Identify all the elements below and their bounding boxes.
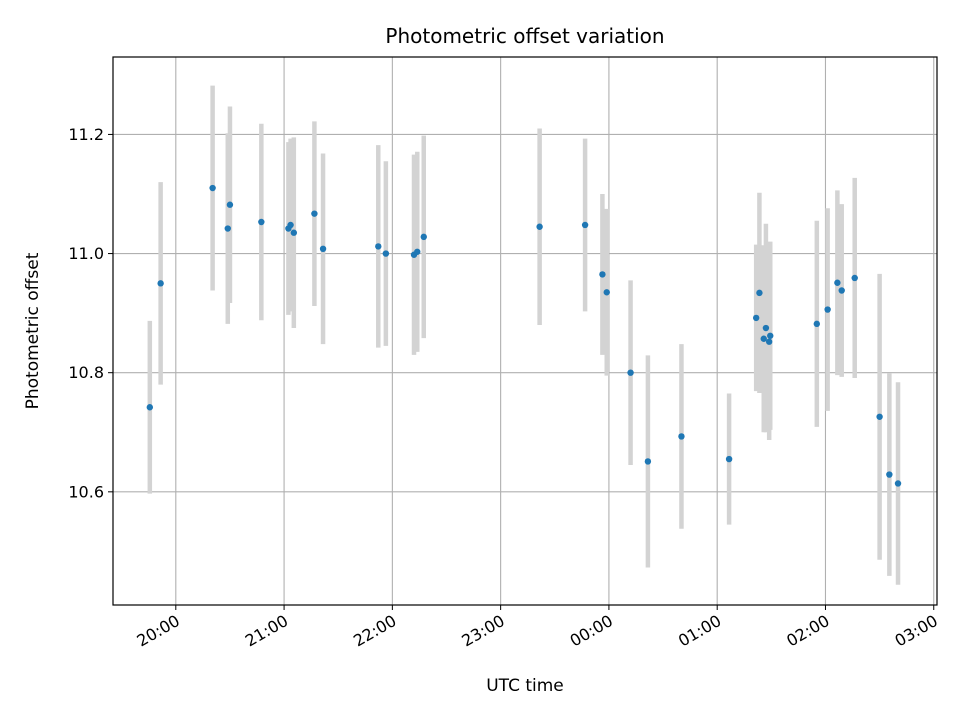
data-point (876, 413, 883, 420)
y-tick-label: 11.2 (68, 125, 104, 144)
data-point (824, 306, 831, 313)
data-point (886, 471, 893, 478)
data-point (678, 433, 685, 440)
data-point (644, 458, 652, 465)
chart-title: Photometric offset variation (385, 24, 664, 48)
data-point (157, 280, 164, 287)
data-point (311, 210, 318, 217)
data-point (813, 320, 821, 328)
x-axis-label: UTC time (486, 676, 564, 696)
data-point (627, 369, 634, 376)
data-point (760, 335, 767, 342)
data-point (382, 250, 390, 257)
plot-frame (112, 56, 938, 606)
data-point (765, 338, 773, 345)
data-point (851, 274, 858, 282)
data-point (894, 480, 902, 487)
data-point (287, 221, 294, 229)
data-point (375, 243, 382, 250)
data-point (414, 248, 421, 255)
data-point (536, 223, 543, 230)
y-axis-label: Photometric offset (23, 252, 43, 409)
data-point (146, 404, 154, 411)
y-axis: 10.6 10.8 11.0 11.2 (68, 125, 113, 501)
grid (113, 57, 937, 605)
data-point (581, 221, 589, 229)
data-point (224, 225, 231, 232)
data-point (290, 229, 298, 236)
data-point (258, 218, 265, 226)
data-point (599, 271, 606, 278)
data-point (603, 289, 610, 296)
data-point (725, 455, 733, 463)
data-point (319, 245, 327, 252)
data-point (762, 324, 770, 332)
y-tick-label: 10.8 (68, 363, 104, 382)
data-point (420, 233, 427, 241)
data-points (146, 184, 902, 487)
data-point (756, 289, 763, 297)
data-point (767, 332, 774, 339)
y-tick-label: 11.0 (68, 244, 104, 263)
data-point (752, 314, 760, 322)
data-point (834, 279, 841, 286)
data-point (209, 184, 216, 192)
data-point (838, 287, 845, 294)
data-point (226, 201, 234, 208)
y-tick-label: 10.6 (68, 482, 104, 501)
